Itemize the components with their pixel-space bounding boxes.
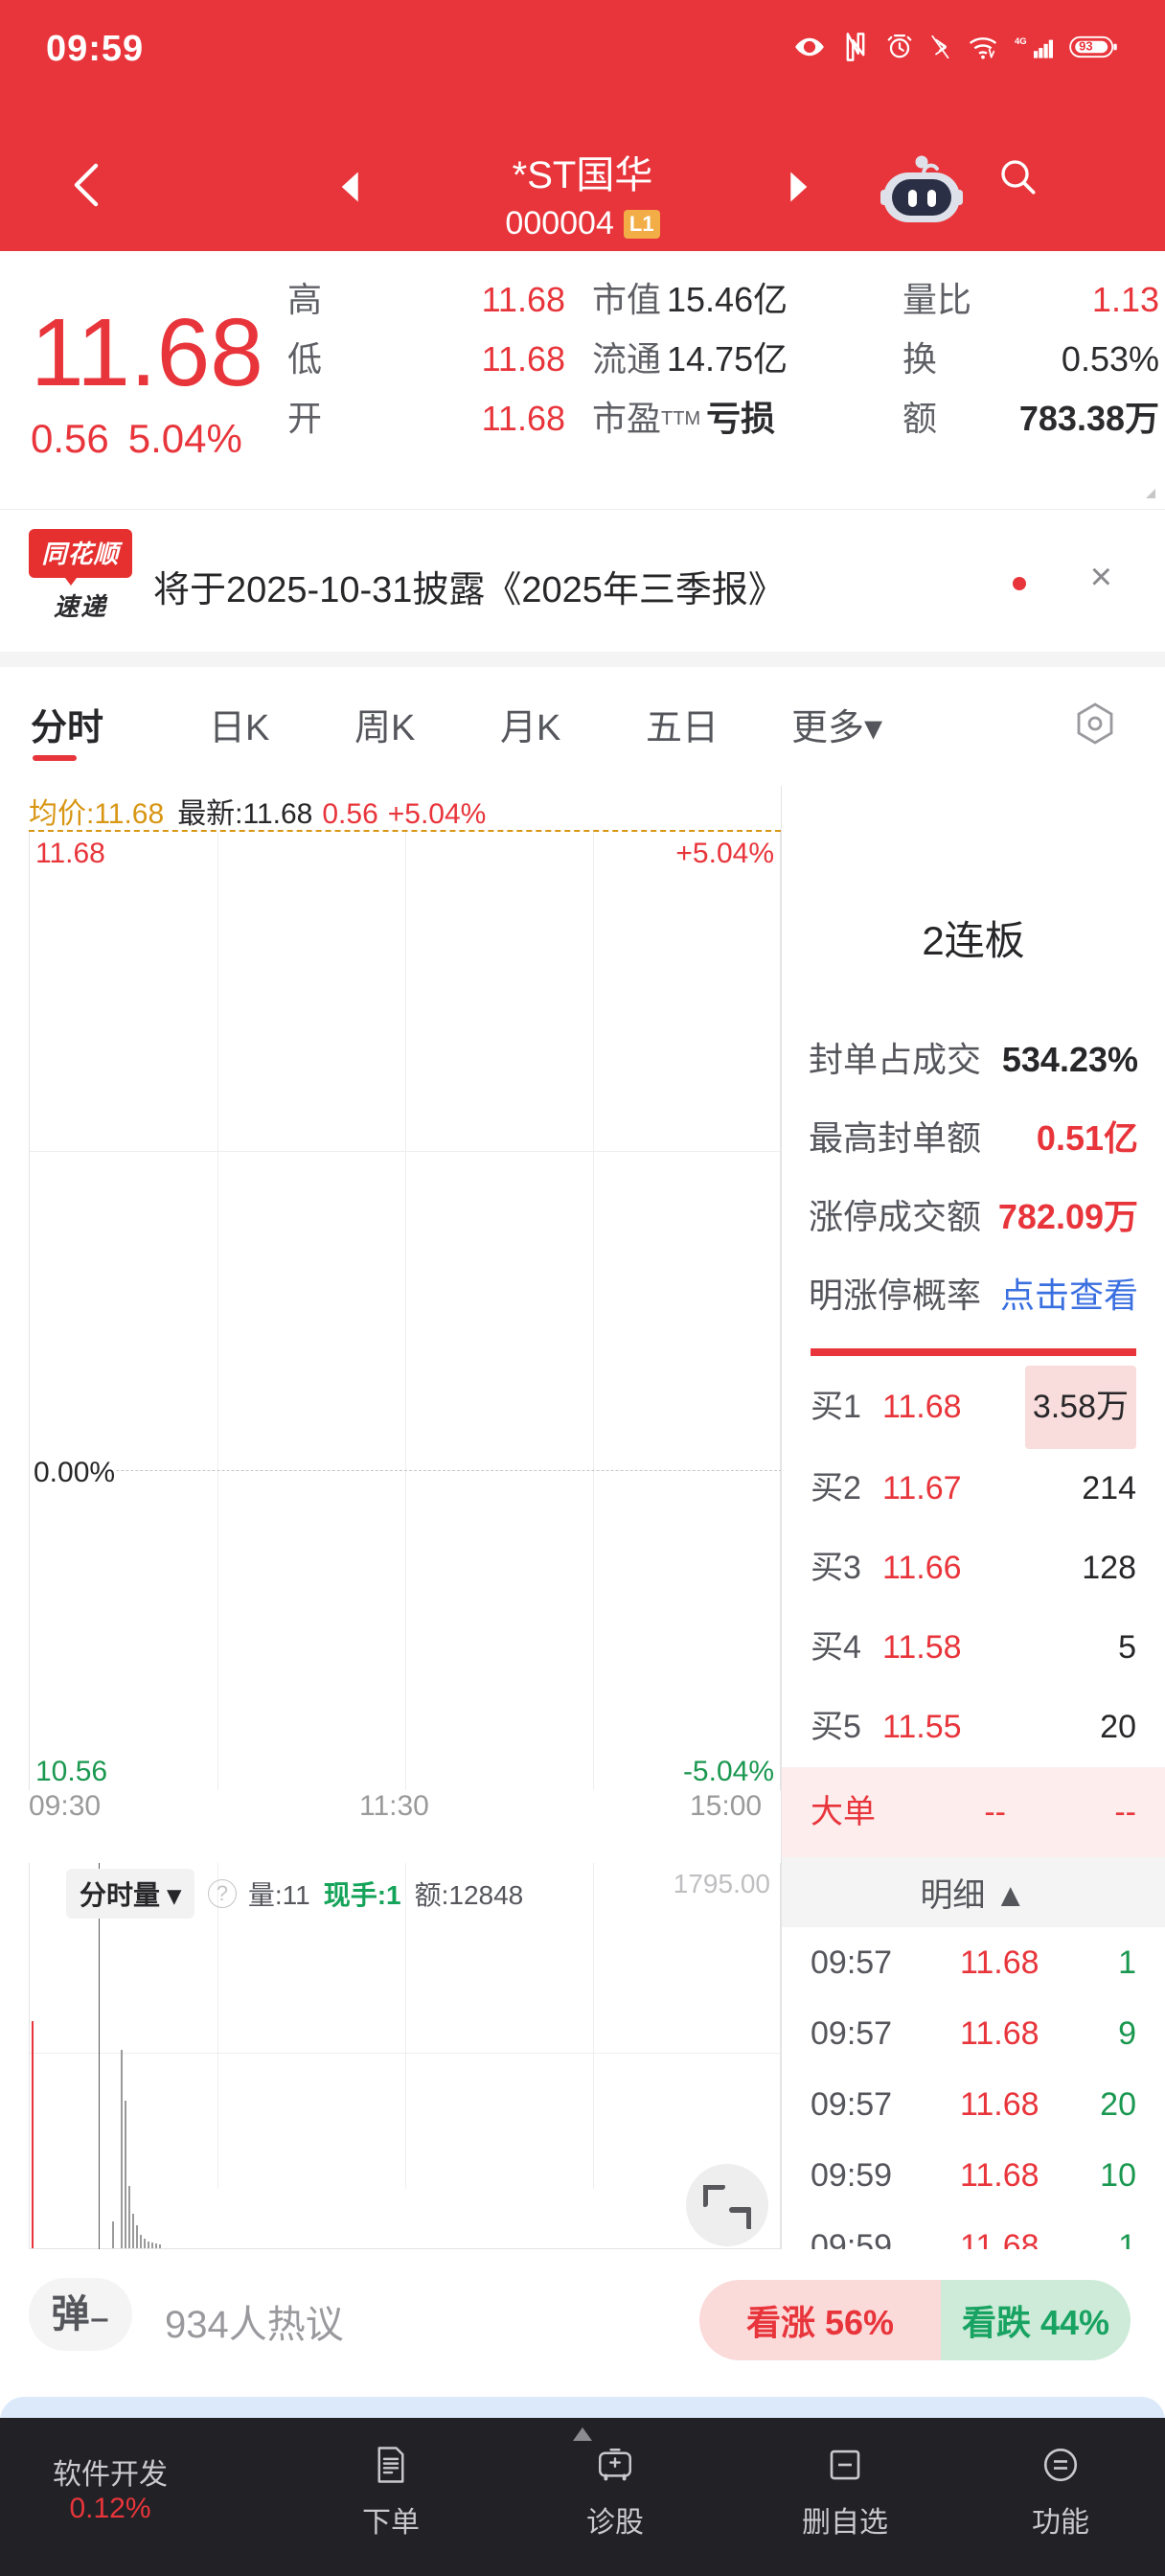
svg-text:4G: 4G bbox=[1015, 36, 1027, 47]
svg-text:93: 93 bbox=[1079, 38, 1092, 53]
